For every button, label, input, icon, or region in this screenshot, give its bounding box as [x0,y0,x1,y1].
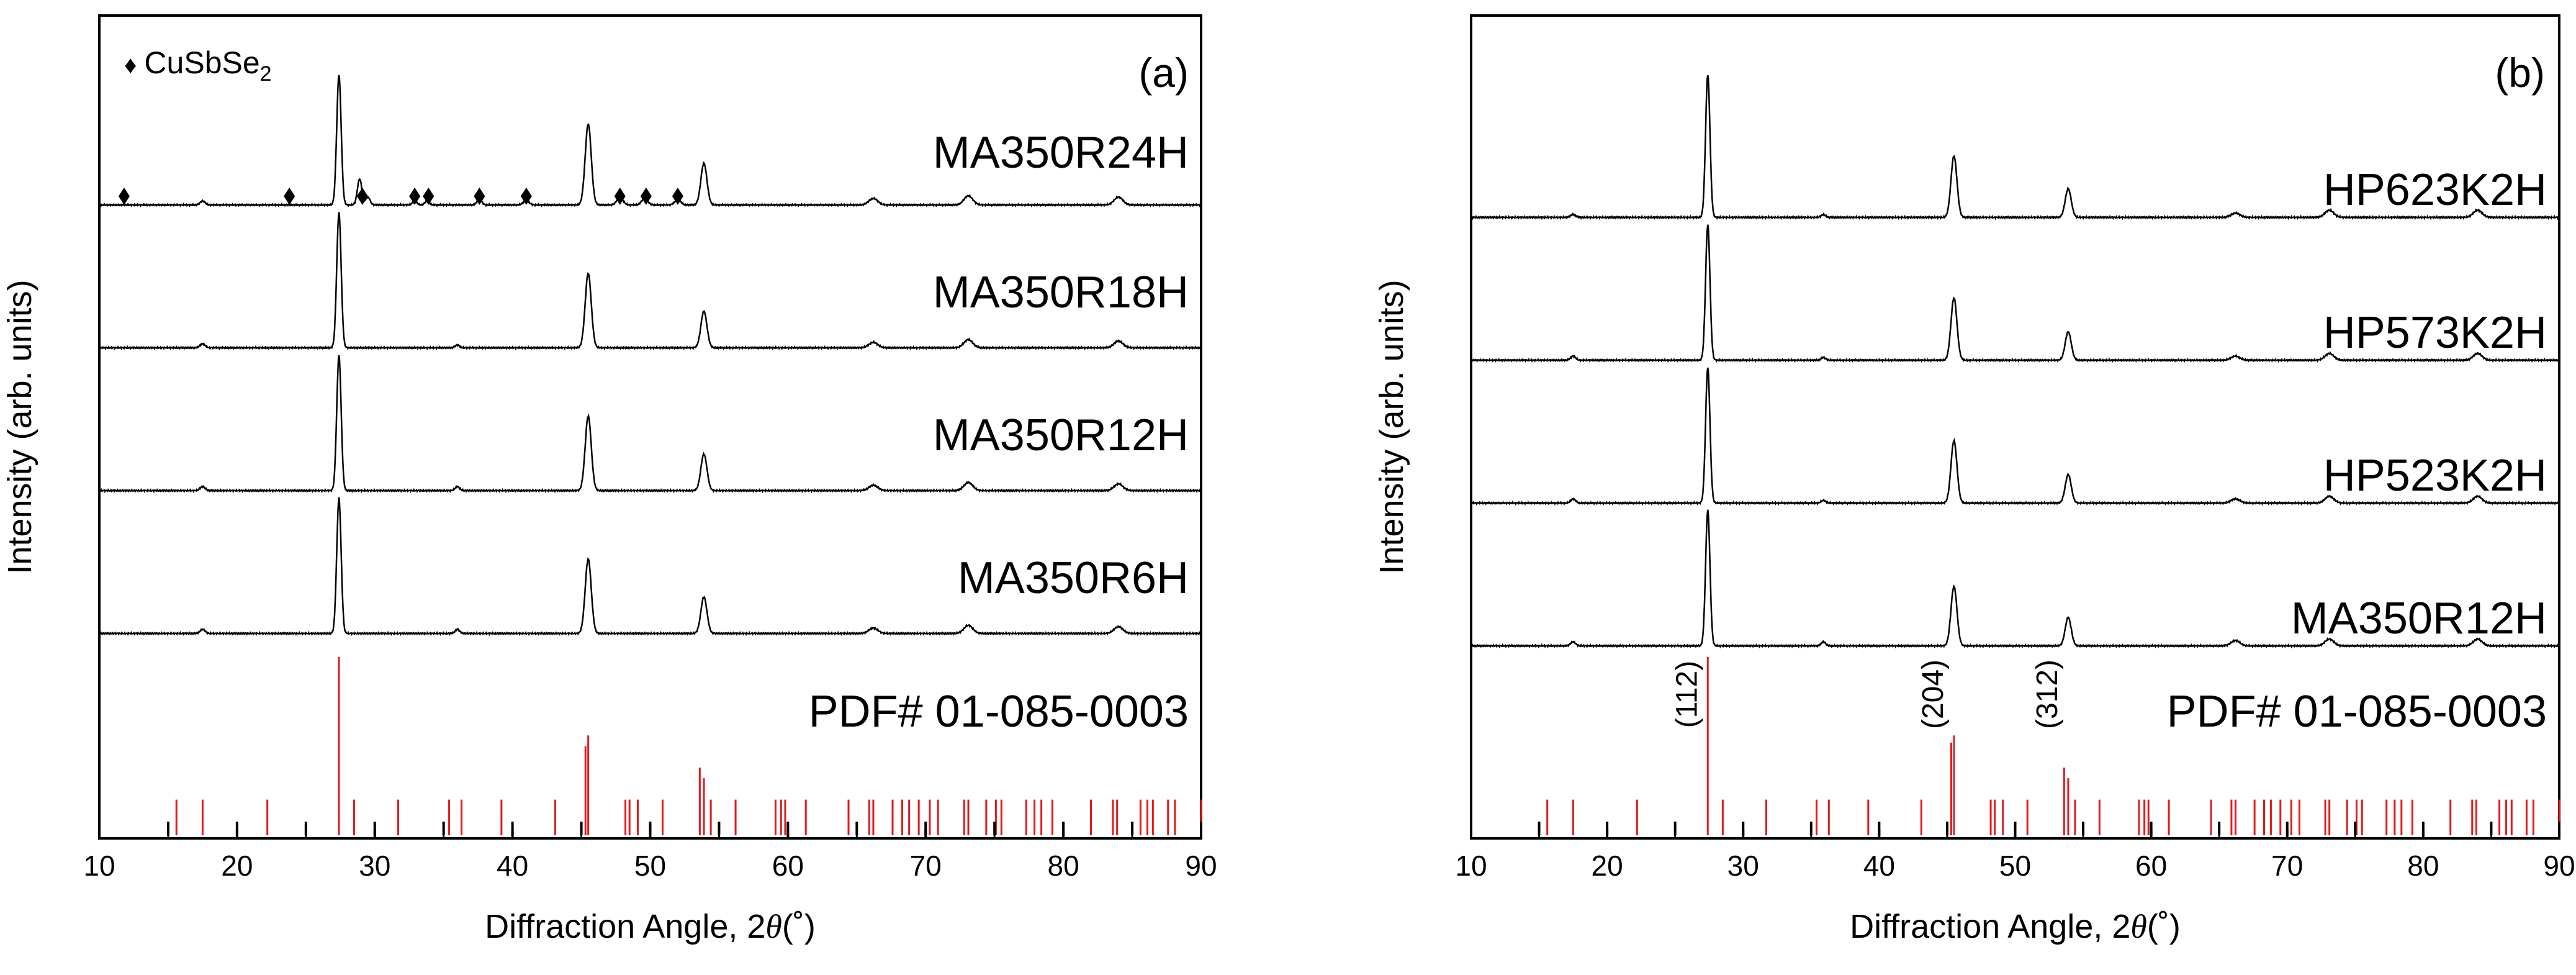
x-axis-label-theta: θ [2130,908,2147,945]
x-tick-label: 40 [1863,850,1895,882]
legend-entry: ♦ CuSbSe2 [124,45,272,86]
y-axis-label: Intensity (arb. units) [1,279,38,574]
series-label: MA350R24H [933,128,1189,178]
x-axis-label-suffix: (˚) [2147,908,2181,945]
hkl-annotation: (112) [1670,661,1703,728]
series-line [1470,75,2559,220]
series-line [99,75,1201,208]
series-line [1470,509,2559,649]
x-tick-label: 90 [1185,850,1217,882]
x-axis-label-prefix: Diffraction Angle, 2 [485,908,765,945]
legend-subscript: 2 [260,62,272,86]
panel-label: (a) [1138,50,1189,96]
phase-marker-diamond [474,188,485,205]
y-axis-label: Intensity (arb. units) [1373,279,1410,574]
series-label: MA350R6H [958,553,1189,603]
series-label: HP523K2H [2323,451,2547,501]
x-tick-label: 80 [1048,850,1079,882]
phase-marker-diamond [672,188,683,205]
phase-marker-diamond [640,188,652,205]
x-tick-label: 80 [2407,850,2439,882]
phase-marker-diamond [118,188,130,205]
x-tick-label: 60 [2135,850,2167,882]
phase-marker-diamond [284,188,295,205]
legend-text: CuSbSe [144,45,259,80]
x-tick-label: 50 [1999,850,2031,882]
x-tick-label: 30 [359,850,390,882]
x-tick-label: 10 [1455,850,1487,882]
series-line [1470,224,2560,363]
phase-marker-diamond [520,188,532,205]
panel-label: (b) [2495,50,2545,96]
series-line [99,355,1202,494]
x-axis-label-suffix: (˚) [782,908,816,945]
x-tick-label: 50 [634,850,666,882]
x-tick-label: 70 [910,850,942,882]
series-label: HP623K2H [2323,165,2547,215]
x-tick-label: 40 [497,850,528,882]
x-tick-label: 90 [2543,850,2575,882]
hkl-annotation: (312) [2031,660,2064,729]
series-line [1470,367,2560,506]
legend-marker: ♦ [124,52,137,79]
x-tick-label: 60 [772,850,804,882]
x-tick-label: 20 [1592,850,1623,882]
phase-marker-diamond [409,188,421,205]
series-label: MA350R12H [933,410,1189,460]
hkl-annotation: (204) [1917,660,1950,729]
x-axis-label: Diffraction Angle, 2θ(˚) [485,908,816,945]
x-axis-label: Diffraction Angle, 2θ(˚) [1850,908,2181,945]
x-tick-label: 30 [1727,850,1759,882]
x-axis-label-prefix: Diffraction Angle, 2 [1850,908,2130,945]
x-tick-label: 10 [83,850,115,882]
series-label: MA350R18H [933,268,1189,317]
series-label: MA350R12H [2291,594,2547,643]
x-tick-label: 20 [221,850,253,882]
series-label: HP573K2H [2323,308,2547,358]
series-line [99,497,1201,637]
x-axis-label-theta: θ [765,908,782,945]
phase-marker-diamond [614,188,626,205]
series-line [99,212,1202,351]
reference-label: PDF# 01-085-0003 [809,687,1189,737]
phase-marker-diamond [356,188,368,205]
phase-marker-diamond [423,188,435,205]
reference-label: PDF# 01-085-0003 [2167,687,2547,737]
x-tick-label: 70 [2271,850,2303,882]
